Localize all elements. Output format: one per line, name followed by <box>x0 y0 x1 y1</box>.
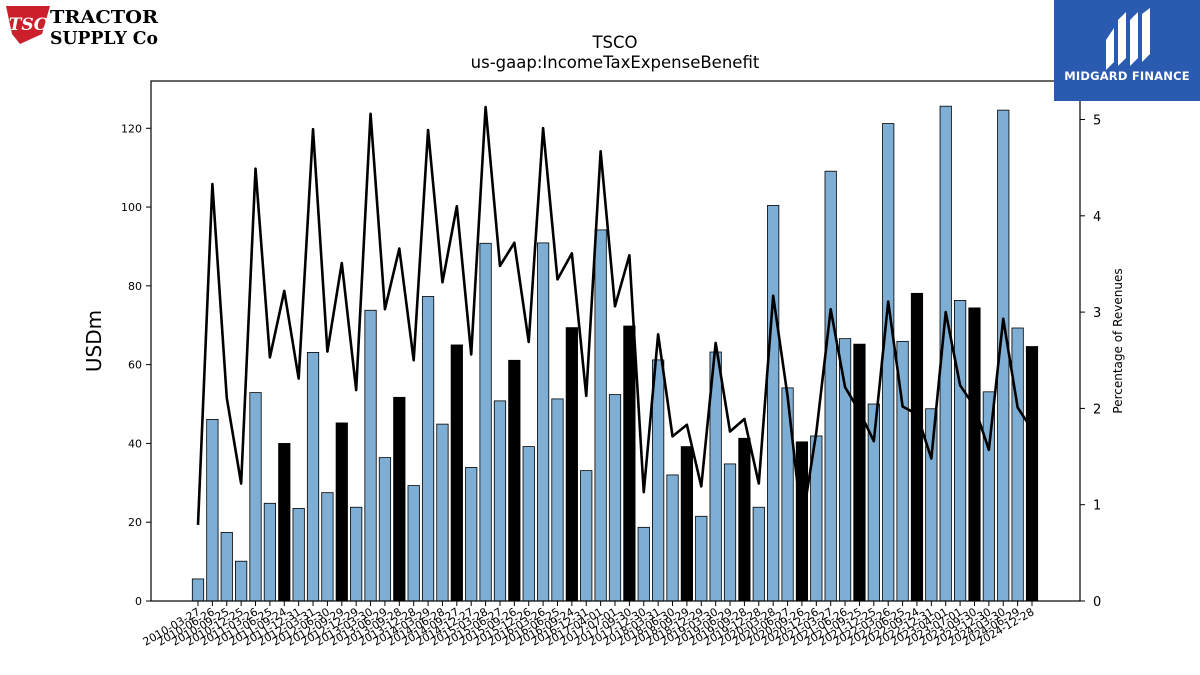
bar-2015-12-26 <box>522 446 535 602</box>
bar-2012-09-29 <box>335 422 348 602</box>
bar-2017-04-01 <box>594 229 607 602</box>
bar-2017-07-01 <box>608 394 622 602</box>
bar-2012-12-29 <box>350 506 363 602</box>
plot-area <box>150 80 1081 602</box>
publisher-name: MIDGARD FINANCE <box>1064 69 1190 83</box>
y-axis-left: 0 20 40 60 80 100 120 <box>121 122 151 608</box>
bar-2016-09-24 <box>565 327 578 602</box>
y2-tick-label: 1 <box>1093 499 1101 514</box>
bar-2010-12-25 <box>235 560 248 602</box>
y-tick-label: 80 <box>128 280 142 293</box>
bar-2018-09-29 <box>680 446 694 602</box>
bar-2022-09-24 <box>910 292 924 602</box>
bar-2022-12-31 <box>925 408 938 602</box>
supply-logo-word: SUPPLY Co <box>50 28 158 48</box>
y2-tick-label: 2 <box>1093 402 1101 417</box>
y-tick-label: 0 <box>135 595 142 608</box>
bar-2011-12-31 <box>292 508 305 602</box>
bar-2011-06-25 <box>263 502 277 602</box>
bar-2021-09-25 <box>853 343 866 602</box>
tractor-supply-logo: TSC TRACTOR SUPPLY Co <box>6 4 160 49</box>
bar-2024-06-29 <box>1011 327 1024 602</box>
bar-2011-03-26 <box>249 392 262 602</box>
y-tick-label: 100 <box>121 201 142 214</box>
bar-2013-09-28 <box>393 396 406 602</box>
bar-2023-07-01 <box>954 300 967 602</box>
bar-2021-03-27 <box>824 170 837 602</box>
bar-2012-06-30 <box>321 492 334 602</box>
y-axis-right: 0 1 2 3 4 5 <box>1080 114 1101 610</box>
bar-2015-03-28 <box>479 242 492 602</box>
y-tick-label: 20 <box>128 516 142 529</box>
y2-tick-label: 0 <box>1093 595 1101 610</box>
midgard-mark-icon <box>1106 28 1114 70</box>
bar-2016-03-26 <box>537 242 550 602</box>
bar-2019-12-28 <box>752 506 765 602</box>
bar-2023-09-30 <box>968 307 981 602</box>
bar-2012-03-31 <box>306 352 320 602</box>
tractor-logo-word: TRACTOR <box>50 7 159 28</box>
x-axis: 2010-03-272010-06-262010-09-252010-12-25… <box>141 601 1037 649</box>
bar-2018-12-29 <box>695 515 708 602</box>
y-tick-label: 60 <box>128 359 142 372</box>
y2-tick-label: 4 <box>1093 210 1101 225</box>
revenue-percentage-line <box>196 105 1034 526</box>
bar-2016-12-31 <box>580 470 593 602</box>
chart-subtitle: us-gaap:IncomeTaxExpenseBenefit <box>471 53 760 72</box>
chart-title: TSCO <box>591 33 637 52</box>
bar-2014-03-29 <box>421 296 435 602</box>
bar-2014-06-28 <box>436 423 449 602</box>
bar-series <box>191 105 1039 602</box>
bar-2019-09-28 <box>738 437 751 602</box>
bar-2017-12-30 <box>637 526 650 602</box>
bar-2019-06-29 <box>723 463 737 602</box>
bar-2013-03-30 <box>364 309 377 602</box>
bar-2014-09-27 <box>450 344 463 602</box>
bar-2013-06-29 <box>378 457 392 602</box>
bar-2010-03-27 <box>191 578 205 602</box>
bar-2024-12-28 <box>1025 346 1039 602</box>
bar-2010-06-26 <box>206 418 219 602</box>
y2-tick-label: 3 <box>1093 306 1101 321</box>
bar-2017-09-30 <box>623 325 636 602</box>
bar-2022-03-26 <box>882 123 895 602</box>
bar-2018-03-31 <box>652 359 665 602</box>
y2-tick-label: 5 <box>1093 114 1101 129</box>
tsc-badge-text: TSC <box>9 15 48 35</box>
bar-2015-06-27 <box>493 400 507 602</box>
y-tick-label: 40 <box>128 437 142 450</box>
y2-axis-label: Percentage of Revenues <box>1111 268 1125 413</box>
y-axis-label: USDm <box>82 310 106 372</box>
bar-2018-06-30 <box>666 474 679 602</box>
bar-2014-12-27 <box>465 467 478 602</box>
bar-2020-03-28 <box>767 205 780 602</box>
y-tick-label: 120 <box>121 122 142 135</box>
bar-2011-09-24 <box>278 443 291 602</box>
midgard-finance-logo: MIDGARD FINANCE <box>1054 0 1200 101</box>
bar-2013-12-28 <box>407 485 420 602</box>
bar-2021-06-26 <box>838 338 852 602</box>
bar-2010-09-25 <box>220 532 233 602</box>
bar-2015-09-26 <box>508 359 521 602</box>
bar-2016-06-25 <box>551 398 564 602</box>
